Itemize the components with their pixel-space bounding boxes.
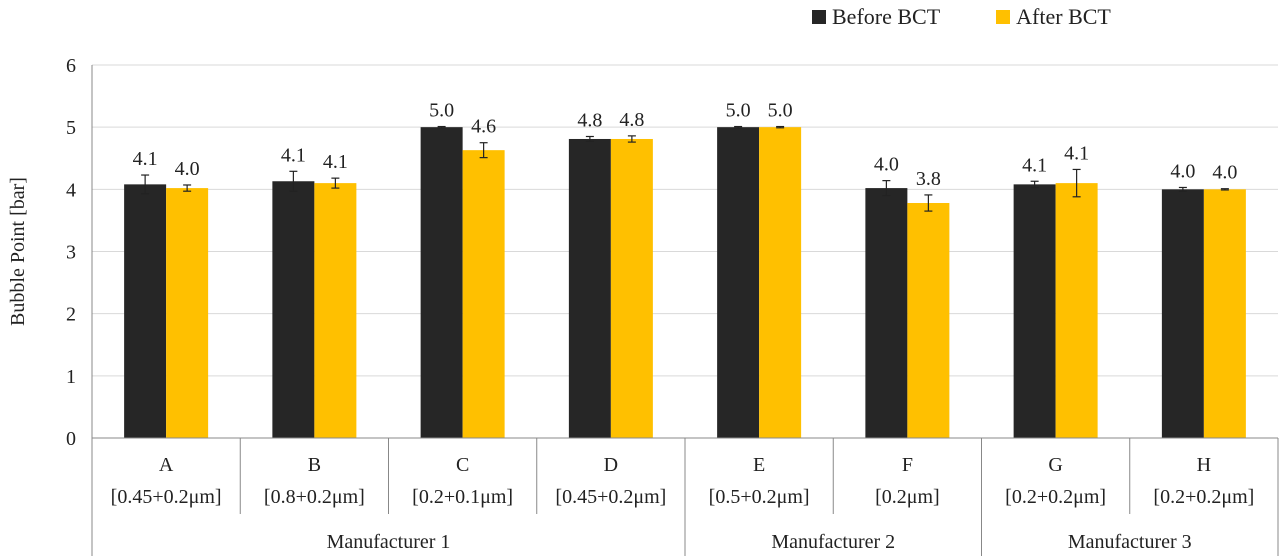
bar	[272, 181, 315, 439]
bar	[166, 188, 209, 438]
category-label: E	[753, 454, 765, 476]
bar	[717, 127, 760, 439]
bar	[907, 203, 950, 438]
group-label: Manufacturer 3	[1068, 531, 1192, 553]
bar	[568, 138, 611, 438]
bar	[1161, 189, 1204, 438]
data-label: 5.0	[726, 100, 751, 122]
category-spec: [0.45+0.2μm]	[111, 486, 222, 508]
data-label: 4.1	[1064, 142, 1089, 164]
legend-label-before: Before BCT	[832, 4, 941, 29]
bar	[420, 127, 463, 439]
legend-item-after: After BCT	[996, 4, 1111, 30]
data-label: 3.8	[916, 168, 941, 190]
bar	[759, 127, 802, 439]
category-label: G	[1048, 454, 1062, 476]
data-label: 4.6	[471, 116, 496, 138]
category-spec: [0.2+0.1μm]	[412, 486, 513, 508]
y-tick-label: 0	[66, 428, 76, 450]
category-label: H	[1197, 454, 1211, 476]
y-tick-label: 2	[66, 304, 76, 326]
data-label: 4.1	[281, 144, 306, 166]
y-tick-label: 4	[66, 179, 76, 201]
category-spec: [0.2+0.2μm]	[1153, 486, 1254, 508]
category-label: C	[456, 454, 469, 476]
legend-label-after: After BCT	[1016, 4, 1111, 29]
bar	[1055, 183, 1098, 438]
bar	[865, 188, 908, 438]
y-axis-title: Bubble Point [bar]	[7, 177, 29, 326]
bar	[1013, 184, 1056, 438]
category-spec: [0.2+0.2μm]	[1005, 486, 1106, 508]
data-label: 4.1	[323, 151, 348, 173]
category-spec: [0.8+0.2μm]	[264, 486, 365, 508]
legend: Before BCT After BCT	[812, 4, 1167, 30]
group-label: Manufacturer 1	[327, 531, 451, 553]
bar	[1203, 189, 1246, 438]
category-spec: [0.5+0.2μm]	[709, 486, 810, 508]
data-label: 4.8	[619, 109, 644, 131]
category-spec: [0.2μm]	[875, 486, 940, 508]
data-label: 4.0	[1212, 162, 1237, 184]
data-label: 4.8	[577, 109, 602, 131]
legend-item-before: Before BCT	[812, 4, 940, 30]
bar	[314, 183, 357, 438]
data-label: 4.0	[874, 154, 899, 176]
data-label: 5.0	[768, 100, 793, 122]
y-tick-label: 6	[66, 55, 76, 77]
category-label: A	[159, 454, 174, 476]
data-label: 4.1	[1022, 154, 1047, 176]
bar	[462, 150, 505, 438]
category-spec: [0.45+0.2μm]	[555, 486, 666, 508]
bar	[610, 138, 653, 438]
group-label: Manufacturer 2	[771, 531, 895, 553]
bar	[124, 184, 167, 438]
data-label: 4.1	[133, 148, 158, 170]
legend-swatch-after	[996, 10, 1011, 24]
data-label: 4.0	[175, 158, 200, 180]
y-tick-label: 5	[66, 117, 76, 139]
y-tick-label: 3	[66, 242, 76, 264]
data-label: 5.0	[429, 100, 454, 122]
category-label: B	[308, 454, 321, 476]
data-label: 4.0	[1170, 160, 1195, 182]
legend-swatch-before	[812, 10, 826, 24]
category-label: D	[604, 454, 618, 476]
y-tick-label: 1	[66, 366, 76, 388]
category-label: F	[902, 454, 913, 476]
